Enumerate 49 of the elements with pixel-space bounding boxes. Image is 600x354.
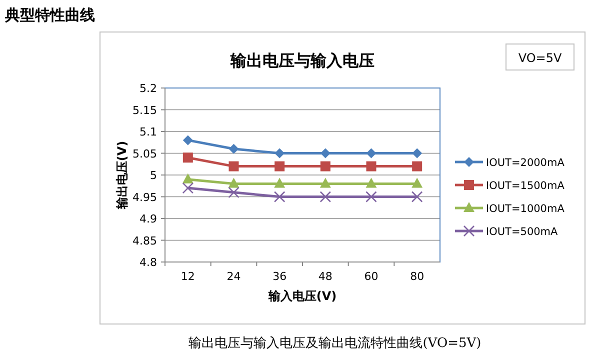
y-tick-label: 4.8: [140, 256, 157, 269]
x-tick-label: 12: [180, 270, 195, 283]
point: [228, 144, 239, 154]
point: [412, 178, 423, 188]
point: [182, 173, 194, 184]
x-tick-label: 80: [410, 270, 424, 283]
point: [366, 148, 376, 158]
legend-label: IOUT=1500mA: [486, 180, 566, 192]
y-tick-label: 5.05: [132, 147, 157, 160]
x-tick-label: 48: [318, 270, 332, 283]
point: [366, 191, 377, 202]
legend-label: IOUT=2000mA: [486, 157, 566, 169]
point: [228, 178, 240, 188]
point: [320, 178, 331, 188]
y-tick-label: 5.2: [140, 82, 157, 95]
point: [182, 152, 193, 163]
point: [274, 191, 286, 202]
point: [228, 186, 240, 198]
y-tick-label: 4.85: [132, 234, 157, 248]
point: [320, 191, 332, 202]
x-tick-label: 24: [226, 270, 241, 283]
x-tick-label: 60: [364, 270, 378, 283]
point: [366, 161, 376, 172]
point: [274, 148, 285, 158]
point: [412, 148, 422, 158]
x-axis-title: 输入电压(V): [267, 289, 337, 303]
legend-label: IOUT=500mA: [486, 226, 559, 238]
point: [320, 148, 330, 158]
point: [412, 161, 422, 172]
legend-label: IOUT=1000mA: [486, 203, 566, 215]
point: [366, 178, 377, 188]
point: [320, 161, 330, 172]
y-tick-label: 5.15: [132, 104, 157, 117]
text: VO=5V: [518, 51, 562, 65]
point: [274, 178, 286, 188]
y-tick-label: 4.95: [132, 190, 157, 204]
x-tick-label: 36: [272, 270, 287, 283]
point: [274, 161, 285, 172]
text: 输出电压与输入电压及输出电流特性曲线(VO=5V): [188, 335, 482, 351]
point: [411, 191, 423, 202]
y-axis-title: 输出电压(V): [115, 140, 129, 210]
y-tick-label: 4.9: [140, 212, 157, 226]
point: [182, 182, 194, 194]
text: 典型特性曲线: [4, 6, 95, 24]
y-tick-label: 5: [150, 169, 157, 182]
point: [228, 161, 239, 172]
point: [182, 135, 193, 146]
chart-title: 输出电压与输入电压: [230, 51, 374, 70]
y-tick-label: 5.1: [140, 126, 157, 138]
